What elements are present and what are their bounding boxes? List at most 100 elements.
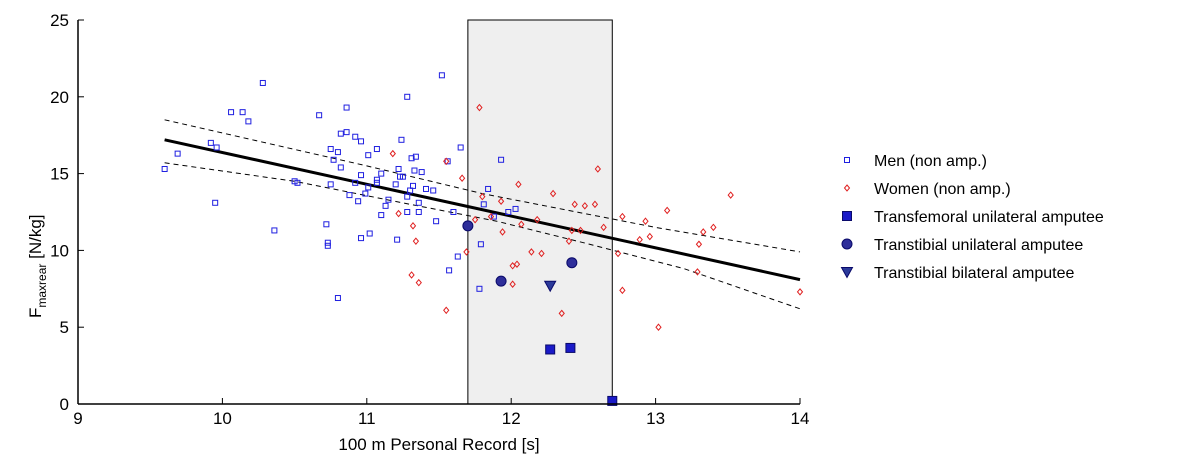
data-point <box>404 209 411 215</box>
data-point <box>316 112 323 119</box>
data-point <box>607 395 618 406</box>
y-tick-label: 5 <box>60 318 69 337</box>
data-point <box>378 170 385 177</box>
data-point <box>392 181 399 188</box>
x-tick-label: 10 <box>213 409 232 428</box>
data-point <box>642 217 649 225</box>
data-point <box>515 180 522 189</box>
x-tick-label: 13 <box>646 409 665 428</box>
y-tick-label: 20 <box>50 88 69 107</box>
data-point <box>207 139 214 146</box>
data-point <box>239 109 246 116</box>
data-point <box>600 223 607 232</box>
legend-label: Women (non amp.) <box>874 181 1011 198</box>
data-point <box>337 164 344 171</box>
legend-marker <box>842 211 852 221</box>
data-point <box>259 79 266 86</box>
data-point <box>545 344 556 355</box>
data-point <box>438 72 445 79</box>
data-point <box>330 156 337 163</box>
data-point <box>646 232 653 241</box>
data-point <box>415 278 422 287</box>
data-point <box>358 138 365 145</box>
legend-entry: Transtibial bilateral amputee <box>840 265 1075 282</box>
data-point <box>433 218 440 225</box>
data-point <box>228 109 235 116</box>
y-axis-title-unit: [N/kg] <box>26 214 45 263</box>
x-axis-title: 100 m Personal Record [s] <box>338 435 539 454</box>
data-point <box>487 212 495 221</box>
x-tick-label: 9 <box>73 409 82 428</box>
data-point <box>454 253 461 260</box>
data-point <box>395 165 402 172</box>
data-point <box>389 149 396 158</box>
data-point <box>412 237 420 245</box>
data-point <box>408 155 415 162</box>
legend-entry: Transfemoral unilateral amputee <box>842 209 1104 226</box>
data-point <box>577 226 584 235</box>
data-point <box>549 189 557 198</box>
data-point <box>664 206 671 215</box>
ci-lower-line <box>164 162 801 310</box>
data-point <box>458 174 466 182</box>
data-point <box>534 215 541 224</box>
data-point <box>362 190 369 197</box>
series-5 <box>543 280 557 293</box>
data-point <box>415 209 422 215</box>
data-point <box>373 146 380 153</box>
data-point <box>245 118 252 125</box>
data-point <box>410 182 417 189</box>
data-point <box>450 209 457 215</box>
data-point <box>366 230 373 237</box>
data-point <box>352 179 359 186</box>
data-point <box>518 220 525 229</box>
data-point <box>463 248 470 256</box>
data-point <box>409 222 417 230</box>
data-point <box>528 248 535 256</box>
data-point <box>619 212 626 221</box>
ci-upper-line <box>164 119 801 253</box>
axes-layer <box>77 19 801 405</box>
data-point <box>395 209 402 218</box>
series-1 <box>161 72 519 302</box>
y-axis-title: Fmaxrear [N/kg] <box>26 214 49 318</box>
legend-marker <box>843 184 851 192</box>
data-point <box>430 187 437 194</box>
data-point <box>479 192 486 201</box>
data-point <box>373 179 380 186</box>
data-point <box>565 237 573 245</box>
data-point <box>581 202 588 210</box>
y-tick-label: 10 <box>50 241 69 260</box>
data-point <box>324 239 331 246</box>
data-point <box>571 200 578 209</box>
data-point <box>385 196 392 203</box>
data-point <box>399 173 406 180</box>
data-point <box>365 152 372 159</box>
data-point <box>423 185 430 192</box>
x-tick-label: 14 <box>791 409 810 428</box>
data-point <box>365 184 372 191</box>
legend-label: Transtibial bilateral amputee <box>874 265 1075 282</box>
data-point <box>558 309 565 318</box>
data-points-layer <box>161 72 804 406</box>
data-point <box>213 144 220 151</box>
data-point <box>568 226 575 235</box>
data-point <box>382 202 389 209</box>
data-point <box>161 165 168 172</box>
legend-label: Transtibial unilateral amputee <box>874 237 1083 254</box>
data-point <box>212 199 219 206</box>
legend-entry: Transtibial unilateral amputee <box>841 237 1083 254</box>
data-point <box>477 241 484 248</box>
data-point <box>324 242 331 249</box>
data-point <box>462 220 474 232</box>
data-point <box>373 176 380 183</box>
data-point <box>513 260 521 269</box>
legend-entry: Women (non amp.) <box>843 181 1011 198</box>
data-point <box>358 235 365 242</box>
data-point <box>498 156 505 163</box>
legend-label: Transfemoral unilateral amputee <box>874 209 1104 226</box>
data-point <box>355 198 362 205</box>
y-axis-title-subscript: maxrear <box>35 264 49 308</box>
data-point <box>294 179 301 186</box>
